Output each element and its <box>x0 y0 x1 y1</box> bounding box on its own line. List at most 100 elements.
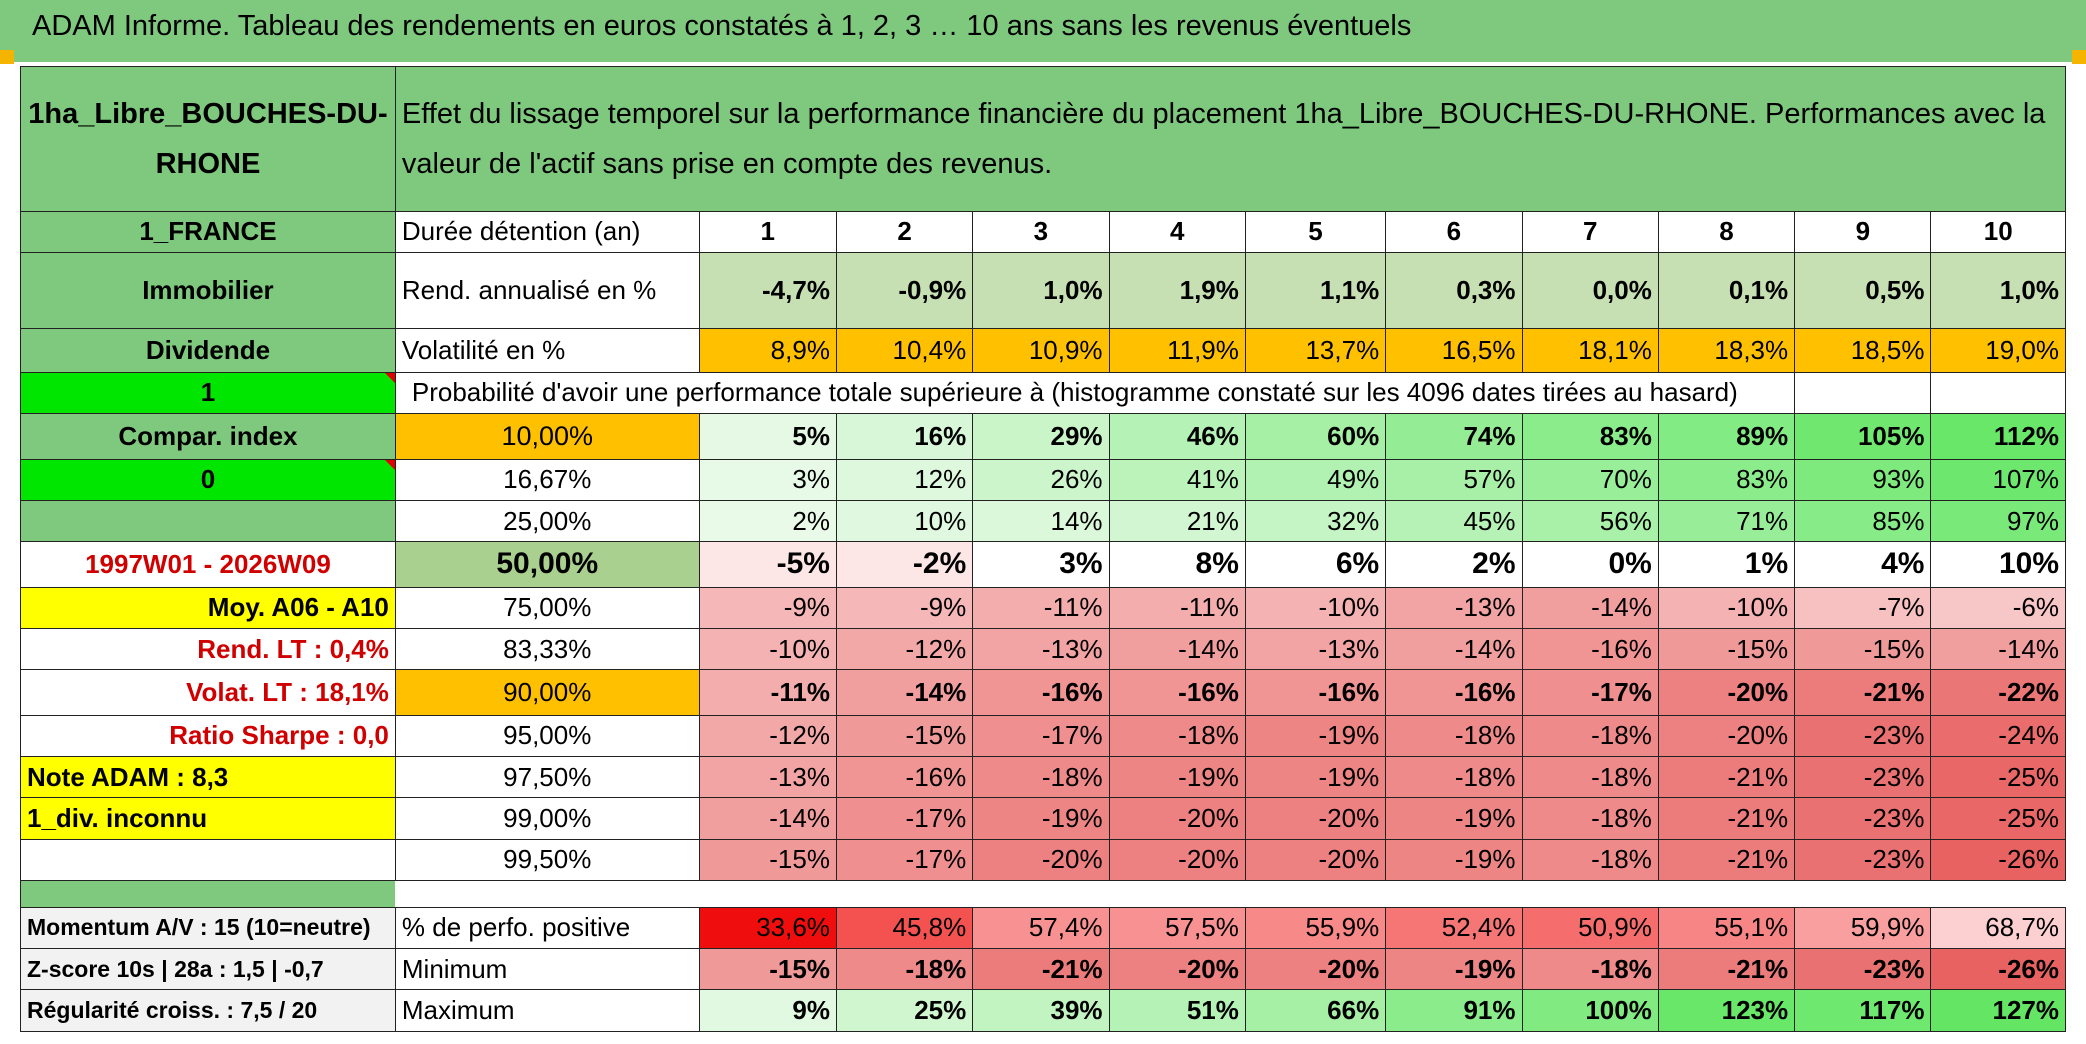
probability-threshold: 90,00% <box>394 669 700 716</box>
probability-value: 49% <box>1244 458 1387 501</box>
rend-value: 0,1% <box>1657 251 1796 330</box>
volatility-value: 18,3% <box>1657 328 1796 373</box>
year-header: 2 <box>835 210 974 253</box>
positive-perf-value: 55,1% <box>1657 906 1796 950</box>
volatility-value: 13,7% <box>1244 328 1387 373</box>
probability-threshold: 95,00% <box>394 714 700 758</box>
year-header: 5 <box>1244 210 1387 253</box>
probability-value: 26% <box>972 458 1110 501</box>
year-header: 4 <box>1108 210 1246 253</box>
probability-threshold: 25,00% <box>394 499 700 543</box>
year-header: 10 <box>1930 210 2066 253</box>
probability-value: 14% <box>972 499 1110 543</box>
probability-value: -15% <box>1794 627 1932 671</box>
probability-value: -21% <box>1657 797 1796 840</box>
performance-table: 1ha_Libre_BOUCHES-DU-RHONE Effet du liss… <box>20 66 2067 1032</box>
probability-value: -23% <box>1794 756 1932 799</box>
probability-value: 93% <box>1794 458 1932 501</box>
year-header: 3 <box>972 210 1110 253</box>
probability-value: 41% <box>1108 458 1246 501</box>
probability-value: 74% <box>1385 413 1523 460</box>
table-description: Effet du lissage temporel sur la perform… <box>394 66 2067 212</box>
country-label: 1_FRANCE <box>20 210 396 253</box>
probability-value: -18% <box>1521 797 1659 840</box>
positive-perf-value: 45,8% <box>835 906 974 950</box>
probability-value: 10% <box>835 499 974 543</box>
positive-perf-value: 52,4% <box>1385 906 1523 950</box>
year-header: 8 <box>1657 210 1796 253</box>
probability-threshold: 97,50% <box>394 756 700 799</box>
probability-value: 112% <box>1930 413 2066 460</box>
probability-value: 46% <box>1108 413 1246 460</box>
probability-value: 4% <box>1794 541 1932 588</box>
probability-value: -11% <box>1108 586 1246 629</box>
probability-value: -14% <box>1930 627 2066 671</box>
max-label: Maximum <box>394 989 700 1032</box>
probability-value: -20% <box>972 838 1110 881</box>
probability-value: 3% <box>972 541 1110 588</box>
positive-perf-value: 55,9% <box>1244 906 1387 950</box>
probability-value: -15% <box>835 714 974 758</box>
probability-value: -10% <box>698 627 837 671</box>
rend-value: 0,5% <box>1794 251 1932 330</box>
moy-label: Moy. A06 - A10 <box>20 586 396 629</box>
probability-value: -13% <box>1244 627 1387 671</box>
selector-value-one[interactable]: 1 <box>20 371 396 415</box>
probability-value: 1% <box>1657 541 1796 588</box>
probability-threshold: 10,00% <box>394 413 700 460</box>
dividend-label: Dividende <box>20 328 396 373</box>
probability-value: -16% <box>835 756 974 799</box>
year-header: 6 <box>1385 210 1523 253</box>
selector-value-zero[interactable]: 0 <box>20 458 396 501</box>
year-header: 1 <box>698 210 837 253</box>
probability-value: -19% <box>1244 714 1387 758</box>
note-adam-label: Note ADAM : 8,3 <box>20 756 396 799</box>
corner-marker <box>2072 50 2086 64</box>
probability-value: 83% <box>1521 413 1659 460</box>
probability-value: -22% <box>1930 669 2066 716</box>
spacer-cell <box>395 880 2065 907</box>
minimum-value: -18% <box>835 948 974 991</box>
probability-value: -11% <box>698 669 837 716</box>
probability-value: 60% <box>1244 413 1387 460</box>
positive-perf-value: 68,7% <box>1930 906 2066 950</box>
probability-value: -2% <box>835 541 974 588</box>
probability-value: -14% <box>1108 627 1246 671</box>
maximum-value: 91% <box>1385 989 1523 1032</box>
probability-value: 89% <box>1657 413 1796 460</box>
probability-value: 45% <box>1385 499 1523 543</box>
period-label: 1997W01 - 2026W09 <box>20 541 396 588</box>
probability-value: -14% <box>698 797 837 840</box>
probability-value: -20% <box>1244 838 1387 881</box>
probability-value: -15% <box>1657 627 1796 671</box>
rend-lt-label: Rend. LT : 0,4% <box>20 627 396 671</box>
probability-value: 21% <box>1108 499 1246 543</box>
probability-label: Probabilité d'avoir une performance tota… <box>394 371 1796 415</box>
probability-threshold: 75,00% <box>394 586 700 629</box>
volatility-value: 19,0% <box>1930 328 2066 373</box>
minimum-value: -21% <box>972 948 1110 991</box>
probability-value: -20% <box>1657 714 1796 758</box>
volatility-value: 8,9% <box>698 328 837 373</box>
probability-value: -16% <box>1385 669 1523 716</box>
probability-value: 105% <box>1794 413 1932 460</box>
empty-green-cell <box>20 499 396 543</box>
probability-value: 10% <box>1930 541 2066 588</box>
duree-label: Durée détention (an) <box>394 210 700 253</box>
probability-value: 0% <box>1521 541 1659 588</box>
probability-value: 83% <box>1657 458 1796 501</box>
positive-perf-value: 59,9% <box>1794 906 1932 950</box>
asset-name: 1ha_Libre_BOUCHES-DU-RHONE <box>20 66 396 212</box>
probability-value: -18% <box>1385 756 1523 799</box>
year-header: 9 <box>1794 210 1932 253</box>
minimum-value: -19% <box>1385 948 1523 991</box>
probability-threshold: 83,33% <box>394 627 700 671</box>
maximum-value: 39% <box>972 989 1110 1032</box>
probability-value: -19% <box>1385 797 1523 840</box>
maximum-value: 9% <box>698 989 837 1032</box>
probability-value: 56% <box>1521 499 1659 543</box>
probability-value: -6% <box>1930 586 2066 629</box>
probability-value: -19% <box>972 797 1110 840</box>
probability-value: -26% <box>1930 838 2066 881</box>
spacer-green-cell <box>20 880 396 908</box>
